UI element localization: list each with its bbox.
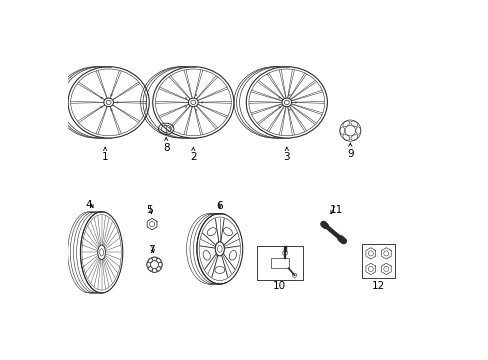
Bar bbox=[361, 244, 394, 278]
Text: 9: 9 bbox=[346, 149, 353, 158]
Text: 12: 12 bbox=[371, 281, 385, 291]
Text: 6: 6 bbox=[216, 201, 223, 211]
Bar bbox=[270, 258, 288, 268]
Text: 10: 10 bbox=[273, 281, 286, 291]
Text: 4: 4 bbox=[85, 200, 92, 210]
Text: 3: 3 bbox=[283, 152, 289, 162]
Bar bbox=[256, 246, 302, 280]
Text: 7: 7 bbox=[147, 245, 154, 255]
Text: 5: 5 bbox=[146, 205, 153, 215]
Text: 8: 8 bbox=[163, 143, 169, 153]
Text: 2: 2 bbox=[190, 152, 196, 162]
Text: 11: 11 bbox=[329, 205, 342, 215]
Text: 1: 1 bbox=[102, 152, 108, 162]
